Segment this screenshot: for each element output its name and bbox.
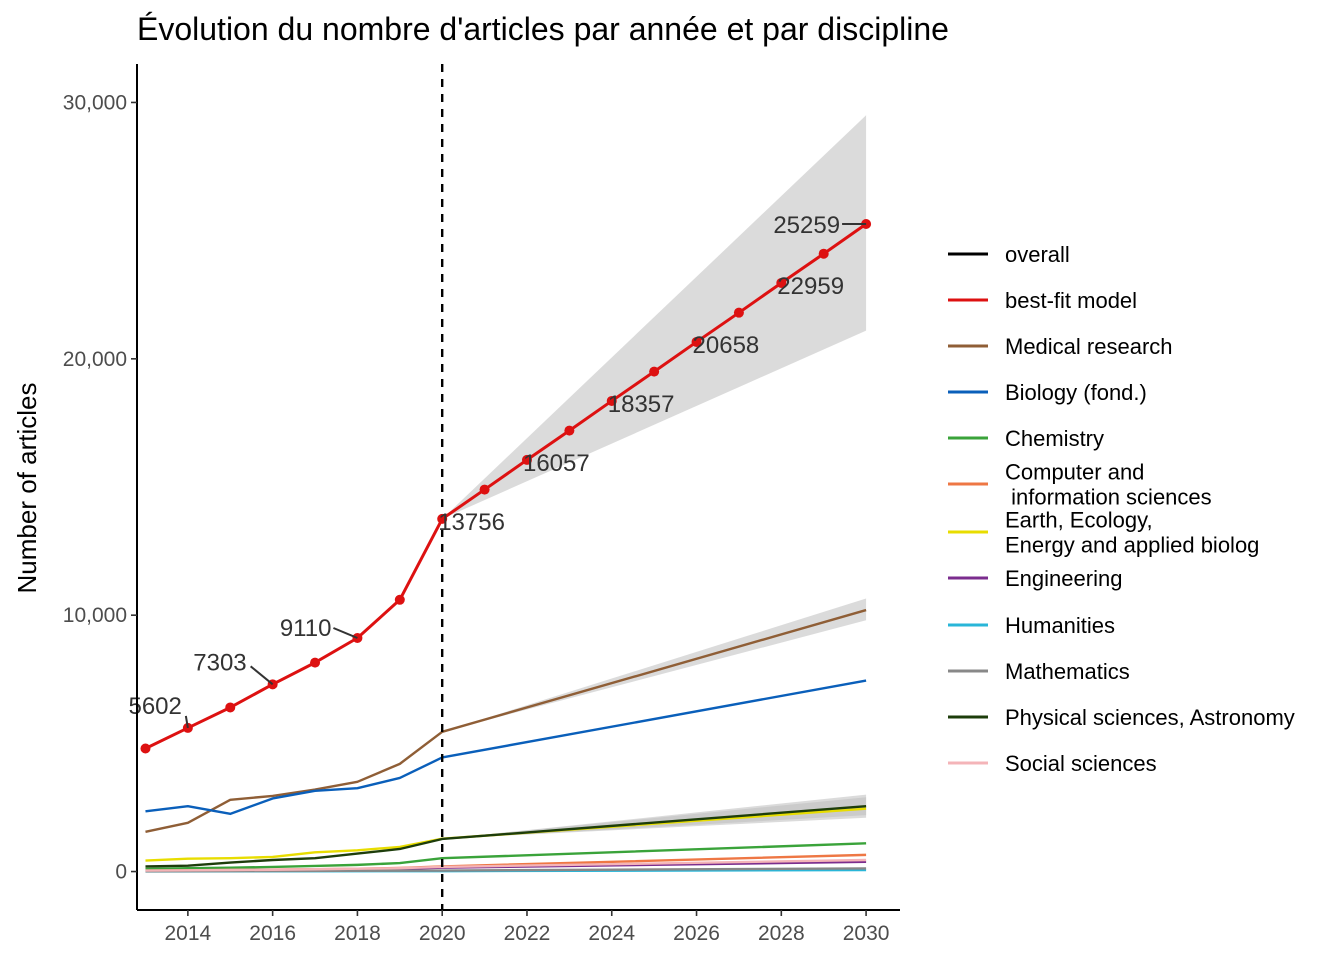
- legend-label: Biology (fond.): [1005, 380, 1147, 405]
- data-point: [479, 484, 490, 495]
- y-tick-label: 0: [115, 861, 127, 884]
- legend-label: overall: [1005, 242, 1070, 267]
- legend-label-line: Engineering: [1005, 566, 1122, 591]
- data-point: [225, 702, 236, 713]
- legend-label-line: Energy and applied biolog: [1005, 533, 1259, 558]
- axes: 0 10,000 20,000 30,000 2014 2016 2018 2020 2022 2…: [63, 64, 900, 945]
- data-point: [394, 594, 405, 605]
- line-biology-fond: [145, 679, 867, 816]
- band-best-fit-model: [442, 115, 867, 519]
- legend-label-line: Mathematics: [1005, 659, 1130, 684]
- x-tick-label: 2018: [334, 922, 381, 945]
- point-label: 22959: [777, 273, 844, 300]
- data-point: [521, 454, 532, 465]
- legend-label: Humanities: [1005, 613, 1115, 638]
- data-point: [818, 248, 829, 259]
- band-physical-sciences-astronomy: [442, 794, 867, 839]
- chart-title: Évolution du nombre d'articles par année…: [137, 11, 949, 47]
- x-tick-label: 2022: [504, 922, 551, 945]
- legend-label: best-fit model: [1005, 288, 1137, 313]
- data-point: [776, 277, 787, 288]
- line-social-sciences: [145, 858, 867, 872]
- confidence-bands: [442, 115, 867, 839]
- series-lines: [144, 222, 867, 873]
- legend-label-line: Medical research: [1005, 334, 1173, 359]
- point-label: 7303: [193, 649, 246, 676]
- point-label: 13756: [438, 509, 505, 536]
- data-point: [691, 336, 702, 347]
- legend-label-line: overall: [1005, 242, 1070, 267]
- legend-label-line: Biology (fond.): [1005, 380, 1147, 405]
- x-tick-label: 2014: [165, 922, 212, 945]
- legend-label: Earth, Ecology, Energy and applied biolog: [1005, 508, 1259, 558]
- legend-label-line: Humanities: [1005, 613, 1115, 638]
- data-point: [733, 307, 744, 318]
- y-tick-label: 10,000: [63, 604, 127, 627]
- data-points: [140, 218, 872, 754]
- data-point: [437, 513, 448, 524]
- line-physical-sciences-astronomy: [145, 804, 867, 868]
- legend-label: Chemistry: [1005, 426, 1104, 451]
- line-chemistry: [145, 842, 867, 871]
- label-leader: [333, 627, 358, 639]
- data-point: [606, 395, 617, 406]
- legend-label-line: Computer and: [1005, 460, 1144, 485]
- x-tick-label: 2020: [419, 922, 466, 945]
- point-label: 18357: [608, 391, 675, 418]
- legend-label: Physical sciences, Astronomy: [1005, 705, 1295, 730]
- x-tick-label: 2024: [588, 922, 635, 945]
- x-tick-label: 2030: [843, 922, 890, 945]
- data-point: [649, 366, 660, 377]
- label-leader: [184, 715, 189, 729]
- legend-label: Mathematics: [1005, 659, 1130, 684]
- point-label: 25259: [773, 212, 840, 239]
- x-tick-label: 2028: [758, 922, 805, 945]
- point-label: 9110: [280, 615, 332, 642]
- line-medical-research: [145, 608, 867, 833]
- line-best-fit-model: [144, 222, 867, 750]
- legend-label-line: information sciences: [1005, 485, 1212, 510]
- x-tick-label: 2026: [673, 922, 720, 945]
- data-point: [310, 657, 321, 668]
- label-leader: [250, 665, 274, 686]
- legend: overall best-fit model Medical research Bio…: [948, 242, 1295, 776]
- y-axis-label: Number of articles: [12, 383, 42, 594]
- legend-label-line: Earth, Ecology,: [1005, 508, 1153, 533]
- legend-label-line: Social sciences: [1005, 751, 1157, 776]
- point-label: 16057: [523, 450, 590, 477]
- y-tick-label: 30,000: [63, 91, 127, 114]
- x-tick-label: 2016: [249, 922, 296, 945]
- legend-label-line: Chemistry: [1005, 426, 1104, 451]
- data-point: [140, 743, 151, 754]
- y-tick-label: 20,000: [63, 348, 127, 371]
- legend-label: Engineering: [1005, 566, 1122, 591]
- legend-label: Computer and information sciences: [1005, 460, 1212, 510]
- legend-label: Medical research: [1005, 334, 1173, 359]
- legend-label-line: Physical sciences, Astronomy: [1005, 705, 1295, 730]
- data-point: [564, 425, 575, 436]
- point-label: 20658: [693, 332, 760, 359]
- legend-label: Social sciences: [1005, 751, 1157, 776]
- band-medical-research: [442, 598, 867, 732]
- legend-label-line: best-fit model: [1005, 288, 1137, 313]
